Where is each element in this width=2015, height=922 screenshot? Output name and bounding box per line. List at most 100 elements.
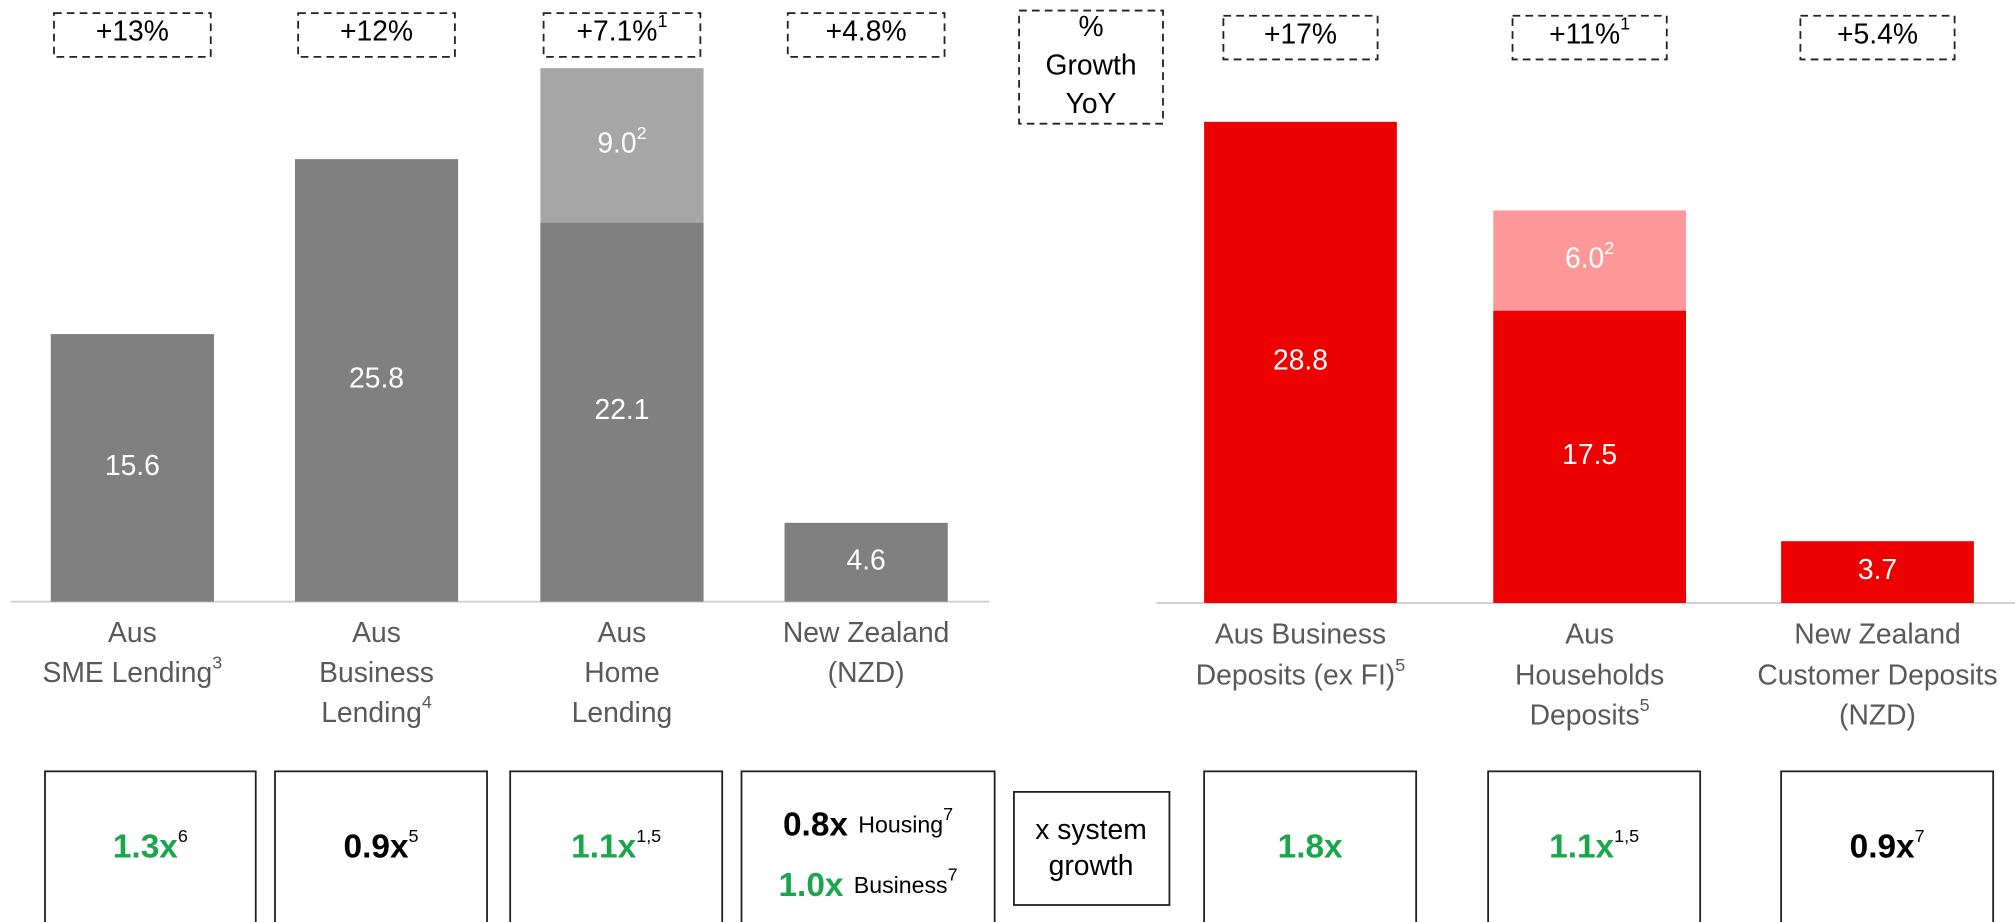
footnote: 1,5 (636, 826, 661, 846)
system-growth-box (1780, 770, 1995, 922)
category-text: Aus (598, 617, 647, 649)
value-text: 17.5 (1562, 438, 1617, 470)
system-growth-box (1487, 770, 1702, 922)
category-text: Business (319, 656, 434, 688)
bar-segment (1204, 121, 1397, 604)
footnote: 3 (212, 652, 222, 672)
growth-label: +7.1%1 (577, 11, 668, 47)
multiplier: 0.8x (783, 806, 848, 843)
value-text: 25.8 (349, 362, 404, 394)
bar-segment (784, 522, 948, 602)
value-label: 15.6 (105, 449, 160, 481)
category-label: Aus (352, 617, 401, 649)
value-text: 6.0 (1565, 242, 1604, 274)
value-text: 22.1 (594, 394, 649, 426)
category-label: New Zealand (1794, 618, 1961, 650)
footnote: 2 (637, 123, 647, 143)
footnote: 1,5 (1614, 826, 1639, 846)
bar-segment (540, 222, 704, 602)
footnote: 5 (409, 826, 419, 846)
growth-text: +7.1% (577, 15, 658, 47)
category-text: Lending (572, 696, 673, 728)
multiplier: 1.8x (1278, 828, 1343, 865)
category-text: New Zealand (783, 617, 950, 649)
system-growth: 1.0x Business7 (778, 864, 957, 904)
category-text: Customer Deposits (1757, 659, 1997, 691)
system-growth: 1.8x (1278, 828, 1343, 865)
system-growth-box (509, 770, 724, 922)
category-label: New Zealand (783, 617, 950, 649)
bar-segment (50, 334, 214, 602)
system-growth-box (1203, 770, 1418, 922)
growth-label: +5.4% (1837, 18, 1918, 50)
growth-label: +13% (96, 15, 169, 47)
category-label: Aus (108, 617, 157, 649)
category-label: Business (319, 656, 434, 688)
category-label: Aus (598, 617, 647, 649)
growth-box (542, 12, 702, 58)
growth-label: +17% (1264, 18, 1337, 50)
value-label: 17.5 (1562, 438, 1617, 470)
footnote: 2 (1604, 238, 1614, 258)
value-label: 9.02 (597, 123, 646, 159)
category-label: (NZD) (1839, 699, 1916, 731)
bar-segment (1493, 210, 1687, 311)
bar-segment (294, 159, 459, 602)
category-text: Home (584, 656, 659, 688)
growth-label: +12% (340, 15, 413, 47)
multiplier: 0.9x (344, 828, 409, 865)
system-legend-box (1013, 791, 1171, 906)
growth-text: +4.8% (826, 15, 907, 47)
growth-text: +12% (340, 15, 413, 47)
system-growth: 1.1x1,5 (571, 826, 661, 866)
category-text: (NZD) (1839, 699, 1916, 731)
multiplier-label: Housing (858, 812, 943, 838)
footnote: 6 (178, 826, 188, 846)
category-text: Households (1515, 659, 1664, 691)
footnote: 7 (948, 864, 958, 884)
category-label: Deposits (ex FI)5 (1196, 655, 1406, 691)
growth-text: +13% (96, 15, 169, 47)
system-growth: 0.8x Housing7 (783, 804, 953, 844)
category-text: (NZD) (828, 656, 905, 688)
growth-label: +4.8% (826, 15, 907, 47)
category-label: Households (1515, 659, 1664, 691)
system-growth-box (740, 770, 996, 922)
footnote: 5 (1395, 655, 1405, 675)
system-legend: x system (1035, 813, 1147, 845)
value-label: 28.8 (1273, 344, 1328, 376)
growth-legend: Growth (1045, 49, 1136, 81)
footnote: 1 (1620, 13, 1630, 33)
category-text: Deposits (ex FI) (1196, 659, 1395, 691)
growth-box (1222, 14, 1379, 61)
value-label: 3.7 (1858, 554, 1897, 586)
value-text: 9.0 (597, 127, 636, 159)
category-text: SME Lending (42, 656, 212, 688)
system-legend: growth (1049, 849, 1134, 881)
category-text: Deposits (1530, 699, 1640, 731)
growth-box (1799, 14, 1956, 61)
growth-box (786, 12, 946, 58)
footnote: 4 (422, 692, 432, 712)
category-text: Aus (352, 617, 401, 649)
growth-text: +11% (1549, 18, 1620, 50)
category-label: Customer Deposits (1757, 659, 1997, 691)
multiplier: 1.1x (571, 828, 636, 865)
growth-box (53, 12, 212, 58)
value-text: 3.7 (1858, 554, 1897, 586)
system-growth-box (44, 770, 257, 922)
system-growth: 1.3x6 (113, 826, 188, 866)
value-label: 22.1 (594, 394, 649, 426)
footnote: 5 (1640, 695, 1650, 715)
footnote: 1 (657, 11, 667, 31)
category-text: Aus (1565, 618, 1614, 650)
value-text: 15.6 (105, 449, 160, 481)
bar-segment (1493, 310, 1687, 604)
multiplier: 1.1x (1549, 828, 1614, 865)
category-text: New Zealand (1794, 618, 1961, 650)
category-label: (NZD) (828, 656, 905, 688)
footnote: 7 (943, 804, 953, 824)
growth-text: +17% (1264, 18, 1337, 50)
category-label: Home (584, 656, 659, 688)
